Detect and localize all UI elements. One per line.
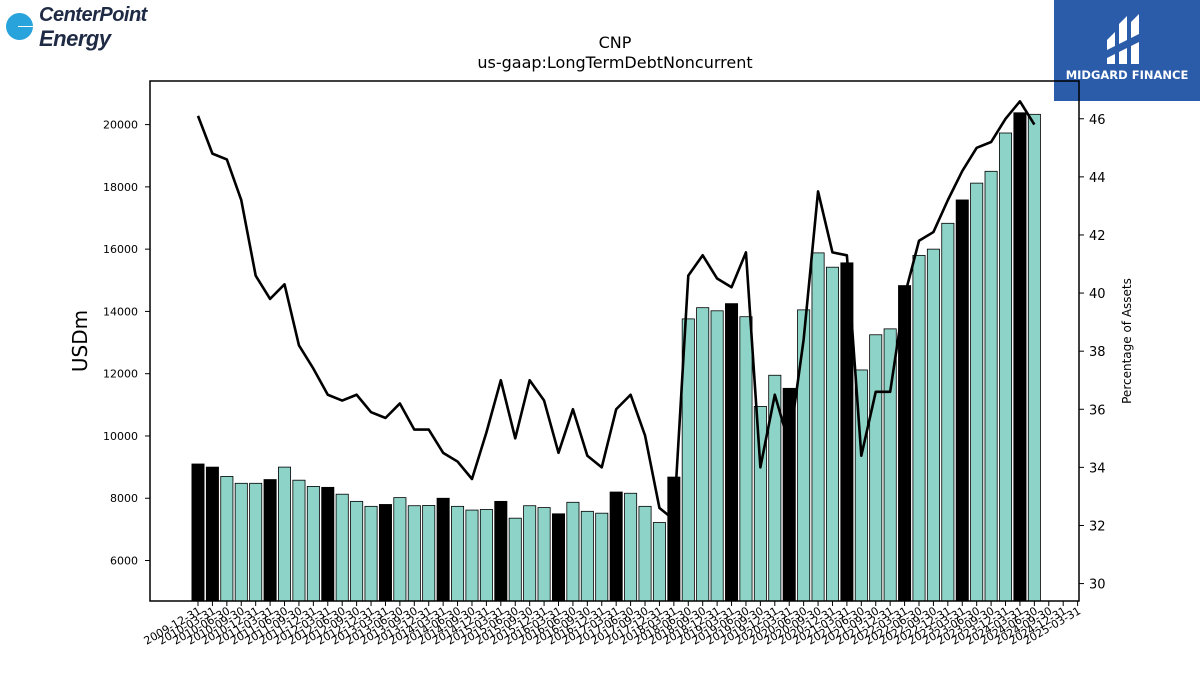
bar bbox=[710, 310, 724, 602]
chart-title: CNP bbox=[599, 33, 632, 52]
bar bbox=[205, 466, 219, 602]
bar bbox=[350, 500, 364, 602]
y2-tick-label: 38 bbox=[1089, 345, 1106, 360]
line-series bbox=[196, 100, 1036, 521]
chart-subtitle: us-gaap:LongTermDebtNoncurrent bbox=[477, 53, 752, 72]
bar bbox=[436, 497, 450, 602]
bar bbox=[652, 522, 666, 602]
bar bbox=[508, 517, 522, 602]
bar bbox=[451, 505, 465, 602]
bar bbox=[797, 309, 811, 602]
bar bbox=[955, 199, 969, 602]
y2-tick-label: 36 bbox=[1089, 403, 1106, 418]
bar bbox=[609, 491, 623, 602]
logo-text-line2: Energy bbox=[39, 26, 111, 51]
y-tick-label: 16000 bbox=[103, 243, 138, 256]
bar bbox=[191, 463, 205, 602]
midgard-mark-icon bbox=[1107, 14, 1139, 64]
bar bbox=[306, 486, 320, 602]
bar bbox=[465, 509, 479, 602]
y-tick-label: 10000 bbox=[103, 430, 138, 443]
axes: 6000 8000 10000 12000 14000 16000 18000 20000 30… bbox=[103, 80, 1106, 648]
bar bbox=[393, 497, 407, 602]
percentage-line bbox=[196, 100, 1036, 521]
bar bbox=[321, 486, 335, 602]
bar bbox=[479, 509, 493, 602]
y2-tick-label: 34 bbox=[1089, 461, 1106, 476]
bar bbox=[278, 466, 292, 602]
bar bbox=[566, 501, 580, 602]
midgard-finance-logo: MIDGARD FINANCE bbox=[1054, 0, 1200, 101]
logo-text-line1: CenterPoint bbox=[39, 4, 147, 26]
bar bbox=[407, 505, 421, 602]
bar bbox=[494, 500, 508, 602]
bar bbox=[753, 405, 767, 602]
y2-tick-label: 40 bbox=[1089, 287, 1106, 302]
bar bbox=[725, 303, 739, 602]
y2-tick-label: 42 bbox=[1089, 229, 1106, 244]
y-tick-label: 18000 bbox=[103, 181, 138, 194]
y2-tick-label: 30 bbox=[1089, 578, 1106, 593]
bar bbox=[335, 493, 349, 602]
bar bbox=[912, 254, 926, 602]
bar bbox=[580, 510, 594, 602]
bar bbox=[1027, 113, 1041, 602]
y-tick-label: 12000 bbox=[103, 368, 138, 381]
y2-tick-label: 32 bbox=[1089, 519, 1106, 534]
bar bbox=[926, 248, 940, 602]
bar bbox=[739, 316, 753, 602]
bar bbox=[667, 476, 681, 602]
centerpoint-energy-logo: CenterPoint ® Energy bbox=[6, 4, 147, 54]
bar bbox=[696, 307, 710, 602]
bar bbox=[523, 505, 537, 602]
bar bbox=[249, 482, 263, 602]
bar bbox=[537, 507, 551, 602]
y-axis-label: USDm bbox=[68, 310, 92, 372]
bar bbox=[422, 505, 436, 602]
bar bbox=[1013, 112, 1027, 602]
y2-tick-label: 46 bbox=[1089, 113, 1106, 128]
bar bbox=[364, 505, 378, 602]
logo-registered-mark: ® bbox=[136, 16, 142, 23]
bar bbox=[869, 334, 883, 602]
bar bbox=[638, 505, 652, 602]
bar bbox=[984, 170, 998, 602]
bar bbox=[378, 504, 392, 602]
y-tick-label: 14000 bbox=[103, 305, 138, 318]
bar bbox=[941, 222, 955, 602]
plot-frame bbox=[149, 80, 1080, 602]
bar bbox=[624, 492, 638, 602]
y-tick-label: 8000 bbox=[110, 492, 138, 505]
y-tick-label: 20000 bbox=[103, 119, 138, 132]
y2-axis-label: Percentage of Assets bbox=[1120, 278, 1134, 404]
bar bbox=[263, 479, 277, 602]
bar bbox=[234, 482, 248, 602]
bar bbox=[552, 513, 566, 602]
y-tick-label: 6000 bbox=[110, 555, 138, 568]
bar bbox=[292, 479, 306, 602]
bar bbox=[825, 266, 839, 602]
logo-swoosh bbox=[18, 26, 146, 27]
midgard-finance-text: MIDGARD FINANCE bbox=[1065, 68, 1189, 82]
bar-series bbox=[191, 112, 1041, 602]
bar bbox=[811, 252, 825, 602]
bar bbox=[999, 132, 1013, 602]
y2-tick-label: 44 bbox=[1089, 171, 1106, 186]
bar bbox=[970, 182, 984, 602]
bar bbox=[595, 512, 609, 602]
bar bbox=[220, 476, 234, 602]
